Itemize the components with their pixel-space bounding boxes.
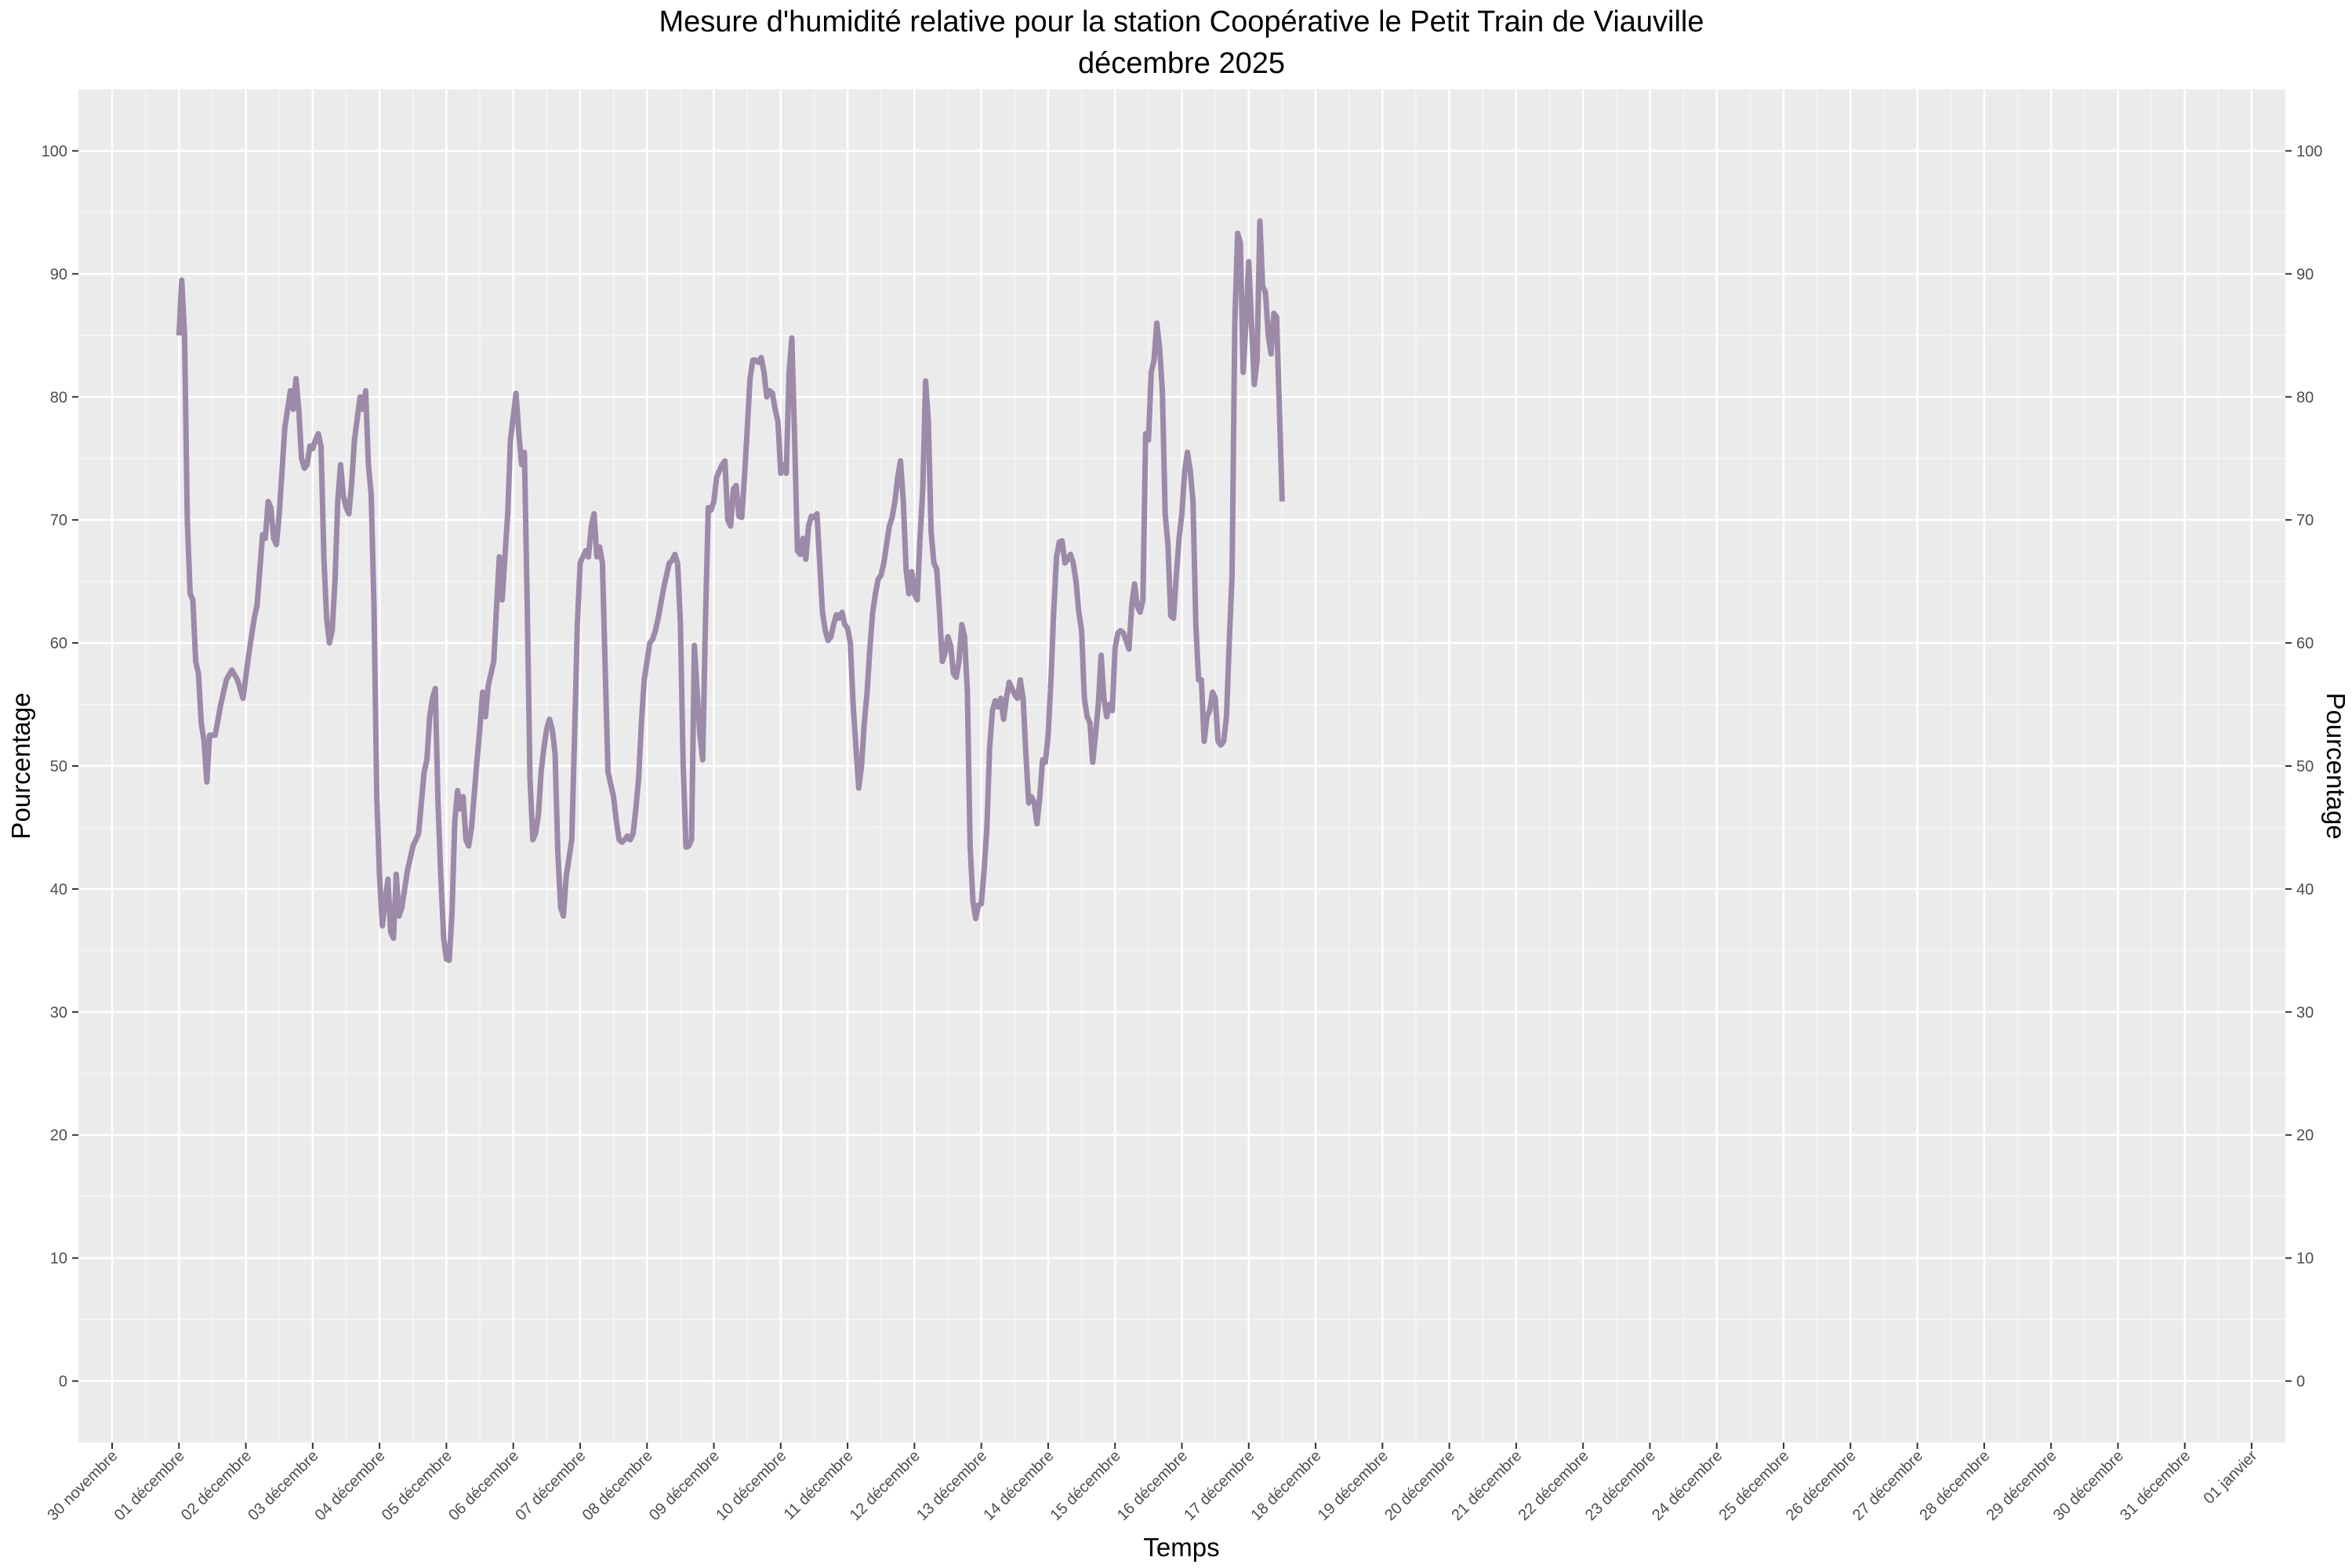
y-tick-label-right: 80 (2296, 389, 2314, 406)
series-layer (176, 218, 1285, 964)
y-tick-label: 20 (50, 1127, 67, 1145)
y-tick-label: 10 (50, 1250, 67, 1268)
x-tick-label: 27 décembre (1849, 1447, 1926, 1524)
y-tick-label: 80 (50, 389, 67, 406)
x-tick-label: 01 décembre (111, 1447, 188, 1524)
x-tick-label: 02 décembre (178, 1447, 255, 1524)
chart-subtitle: décembre 2025 (1078, 47, 1285, 80)
x-tick-label: 19 décembre (1315, 1447, 1392, 1524)
y-tick-label: 60 (50, 635, 67, 652)
y-tick-label-right: 90 (2296, 266, 2314, 283)
x-tick-label: 24 décembre (1649, 1447, 1726, 1524)
x-tick-label: 07 décembre (512, 1447, 589, 1524)
x-tick-label: 29 décembre (1984, 1447, 2060, 1524)
humidity-series-line (176, 218, 1285, 964)
x-tick-label: 31 décembre (2117, 1447, 2194, 1524)
y-axis-left: 0 10 20 30 40 50 60 70 80 90 100 (42, 143, 78, 1391)
y-tick-label: 0 (59, 1374, 67, 1391)
x-tick-label: 13 décembre (913, 1447, 990, 1524)
x-tick-label: 10 décembre (713, 1447, 789, 1524)
x-tick-label: 30 novembre (44, 1447, 121, 1524)
y-tick-label-right: 0 (2296, 1374, 2305, 1391)
major-gridlines (78, 89, 2285, 1443)
x-tick-label: 11 décembre (781, 1447, 857, 1523)
x-tick-label: 21 décembre (1448, 1447, 1525, 1524)
x-tick-label: 22 décembre (1515, 1447, 1592, 1524)
y-tick-label: 70 (50, 512, 67, 529)
y-tick-label: 50 (50, 758, 67, 775)
x-tick-label: 25 décembre (1715, 1447, 1792, 1524)
x-tick-label: 04 décembre (312, 1447, 389, 1524)
y-tick-label: 90 (50, 266, 67, 283)
x-tick-label: 26 décembre (1783, 1447, 1860, 1524)
x-tick-label: 03 décembre (245, 1447, 321, 1524)
x-tick-label: 18 décembre (1247, 1447, 1324, 1524)
y-tick-label-right: 60 (2296, 635, 2314, 652)
y-tick-label-right: 40 (2296, 881, 2314, 898)
x-tick-label: 12 décembre (847, 1447, 924, 1524)
chart-title: Mesure d'humidité relative pour la stati… (659, 5, 1704, 38)
x-tick-label: 05 décembre (379, 1447, 456, 1524)
x-tick-label: 17 décembre (1181, 1447, 1258, 1524)
x-tick-label: 06 décembre (445, 1447, 522, 1524)
y-tick-label: 30 (50, 1004, 67, 1022)
y-tick-label-right: 30 (2296, 1004, 2314, 1022)
y-tick-label: 40 (50, 881, 67, 898)
y-tick-label: 100 (42, 143, 67, 160)
y-tick-label-right: 20 (2296, 1127, 2314, 1145)
x-tick-label: 30 décembre (2050, 1447, 2127, 1524)
x-axis-title: Temps (1143, 1533, 1219, 1562)
x-tick-label: 23 décembre (1582, 1447, 1659, 1524)
y-tick-label-right: 100 (2296, 143, 2322, 160)
y-tick-label-right: 10 (2296, 1250, 2314, 1268)
y-axis-title-left: Pourcentage (6, 692, 35, 839)
x-tick-label: 09 décembre (646, 1447, 723, 1524)
x-tick-label: 16 décembre (1114, 1447, 1191, 1524)
y-axis-right: 0 10 20 30 40 50 60 70 80 90 100 (2285, 143, 2322, 1391)
x-tick-label: 28 décembre (1916, 1447, 1993, 1524)
x-tick-label: 14 décembre (980, 1447, 1057, 1524)
x-tick-label: 01 janvier (2201, 1447, 2261, 1508)
x-tick-label: 15 décembre (1047, 1447, 1124, 1524)
x-tick-label: 08 décembre (579, 1447, 656, 1524)
y-tick-label-right: 50 (2296, 758, 2314, 775)
y-tick-label-right: 70 (2296, 512, 2314, 529)
y-axis-title-right: Pourcentage (2321, 692, 2350, 839)
x-tick-label: 20 décembre (1381, 1447, 1458, 1524)
